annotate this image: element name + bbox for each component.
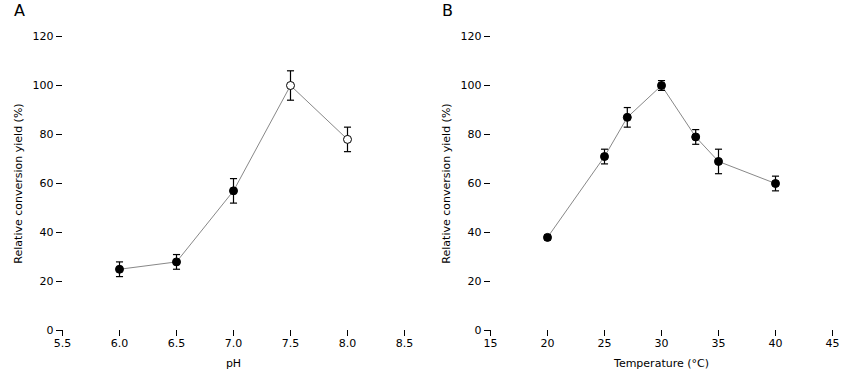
svg-text:25: 25 [598,337,612,350]
svg-text:8.5: 8.5 [396,337,414,350]
svg-text:40: 40 [40,226,54,239]
svg-text:Temperature (°C): Temperature (°C) [613,357,709,370]
svg-text:40: 40 [769,337,783,350]
svg-text:60: 60 [468,177,482,190]
svg-text:100: 100 [461,79,482,92]
html-text:B: B [442,1,453,20]
svg-text:5.5: 5.5 [54,337,72,350]
svg-text:6.0: 6.0 [111,337,129,350]
svg-text:0: 0 [47,324,54,337]
svg-text:80: 80 [468,128,482,141]
svg-text:100: 100 [33,79,54,92]
svg-text:15: 15 [484,337,498,350]
svg-text:20: 20 [40,275,54,288]
svg-text:20: 20 [541,337,555,350]
svg-text:80: 80 [40,128,54,141]
svg-text:45: 45 [826,337,840,350]
svg-text:7.5: 7.5 [282,337,300,350]
svg-text:Relative conversion yield (%): Relative conversion yield (%) [440,103,453,263]
svg-text:20: 20 [468,275,482,288]
svg-text:pH: pH [226,357,241,370]
svg-text:60: 60 [40,177,54,190]
svg-text:7.0: 7.0 [225,337,243,350]
svg-text:120: 120 [33,30,54,43]
svg-text:Relative conversion yield (%): Relative conversion yield (%) [12,103,25,263]
svg-text:40: 40 [468,226,482,239]
svg-text:120: 120 [461,30,482,43]
svg-text:8.0: 8.0 [339,337,357,350]
html-text:A: A [14,1,25,20]
svg-text:6.5: 6.5 [168,337,186,350]
svg-text:30: 30 [655,337,669,350]
svg-text:0: 0 [475,324,482,337]
svg-text:35: 35 [712,337,726,350]
